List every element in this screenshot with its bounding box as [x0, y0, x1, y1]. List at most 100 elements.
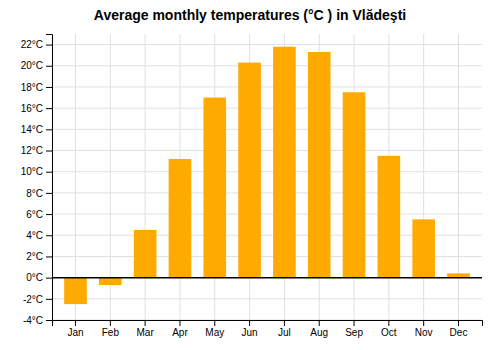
- tick-mark: [458, 320, 459, 326]
- tick-label: 0°C: [26, 272, 43, 283]
- bar: [169, 159, 192, 278]
- tick-label: Nov: [415, 327, 433, 338]
- tick-label: 6°C: [26, 209, 43, 220]
- grid-line: [52, 277, 482, 278]
- tick-label: 22°C: [21, 39, 43, 50]
- tick-mark: [145, 320, 146, 326]
- tick: Nov: [415, 320, 433, 338]
- tick-mark: [46, 299, 52, 300]
- tick-label: Jan: [67, 327, 83, 338]
- grid-line: [52, 192, 482, 193]
- axis-line: [46, 35, 53, 321]
- tick-mark: [319, 320, 320, 326]
- tick: 10°C: [21, 166, 52, 177]
- y-axis: -4°C -2°C 0°C 2°C 4°C 6°C 8°C 10°C 12°C 14°C 16°C 1…: [21, 35, 53, 326]
- bar: [134, 230, 157, 278]
- tick: 2°C: [26, 251, 52, 262]
- tick-mark: [46, 193, 52, 194]
- tick-mark: [46, 278, 52, 279]
- grid-line: [52, 214, 482, 215]
- tick-mark: [46, 256, 52, 257]
- tick: Apr: [172, 320, 188, 338]
- tick-mark: [388, 320, 389, 326]
- bar: [64, 278, 87, 304]
- tick: 0°C: [26, 272, 52, 283]
- tick-label: 20°C: [21, 60, 43, 71]
- bar: [378, 156, 401, 278]
- bar: [203, 98, 226, 278]
- tick-mark: [75, 320, 76, 326]
- tick-mark: [214, 320, 215, 326]
- grid-line: [52, 150, 482, 151]
- grid-line: [52, 86, 482, 87]
- grid-line: [52, 171, 482, 172]
- bar: [343, 92, 366, 277]
- tick: Jul: [278, 320, 291, 338]
- tick: 20°C: [21, 60, 52, 71]
- tick: 22°C: [21, 39, 52, 50]
- tick: Sep: [345, 320, 363, 338]
- tick-mark: [46, 87, 52, 88]
- axis-line: [53, 321, 483, 327]
- tick: Mar: [137, 320, 155, 338]
- tick-mark: [46, 320, 52, 321]
- tick-label: May: [205, 327, 224, 338]
- tick: 6°C: [26, 209, 52, 220]
- tick-mark: [46, 235, 52, 236]
- tick-label: 18°C: [21, 82, 43, 93]
- tick: Jun: [242, 320, 258, 338]
- tick: Dec: [450, 320, 468, 338]
- plot: -4°C -2°C 0°C 2°C 4°C 6°C 8°C 10°C 12°C 14°C 16°C 1…: [21, 34, 483, 338]
- tick: May: [205, 320, 224, 338]
- tick-label: Dec: [450, 327, 468, 338]
- tick-mark: [249, 320, 250, 326]
- tick-label: -4°C: [23, 315, 43, 326]
- tick-mark: [110, 320, 111, 326]
- tick-label: 14°C: [21, 124, 43, 135]
- tick-label: Feb: [102, 327, 120, 338]
- grid-line: [52, 44, 482, 45]
- tick-mark: [46, 151, 52, 152]
- tick-label: 10°C: [21, 166, 43, 177]
- tick-label: 2°C: [26, 251, 43, 262]
- tick-label: 8°C: [26, 188, 43, 199]
- tick: -2°C: [23, 294, 52, 305]
- tick-mark: [46, 129, 52, 130]
- tick-mark: [46, 66, 52, 67]
- title: Average monthly temperatures (°C ) in Vl…: [94, 7, 406, 23]
- bar: [99, 278, 122, 285]
- tick: 8°C: [26, 188, 52, 199]
- tick: Oct: [381, 320, 397, 338]
- x-axis: Jan Feb Mar Apr May Jun Jul Aug Sep Oct Nov Dec: [53, 320, 483, 338]
- tick-label: 16°C: [21, 103, 43, 114]
- grid-line: [52, 108, 482, 109]
- tick-mark: [284, 320, 285, 326]
- tick-label: 12°C: [21, 145, 43, 156]
- tick-label: Jul: [278, 327, 291, 338]
- tick-label: 4°C: [26, 230, 43, 241]
- bar: [273, 47, 296, 278]
- bar: [238, 63, 261, 278]
- tick: Aug: [310, 320, 328, 338]
- tick-mark: [354, 320, 355, 326]
- tick-label: Apr: [172, 327, 188, 338]
- grid: [52, 34, 482, 320]
- tick-label: Jun: [242, 327, 258, 338]
- tick: Feb: [102, 320, 120, 338]
- tick: 4°C: [26, 230, 52, 241]
- tick: 16°C: [21, 103, 52, 114]
- tick: 14°C: [21, 124, 52, 135]
- zero-line: [52, 277, 482, 279]
- tick: Jan: [67, 320, 83, 338]
- tick-label: -2°C: [23, 294, 43, 305]
- grid-line: [52, 298, 482, 299]
- bar: [308, 52, 331, 278]
- tick-label: Aug: [310, 327, 328, 338]
- tick: 12°C: [21, 145, 52, 156]
- tick-mark: [46, 172, 52, 173]
- tick-mark: [46, 45, 52, 46]
- chart: Average monthly temperatures (°C ) in Vl…: [0, 0, 500, 350]
- tick-label: Oct: [381, 327, 397, 338]
- tick-mark: [46, 214, 52, 215]
- bar: [412, 219, 435, 277]
